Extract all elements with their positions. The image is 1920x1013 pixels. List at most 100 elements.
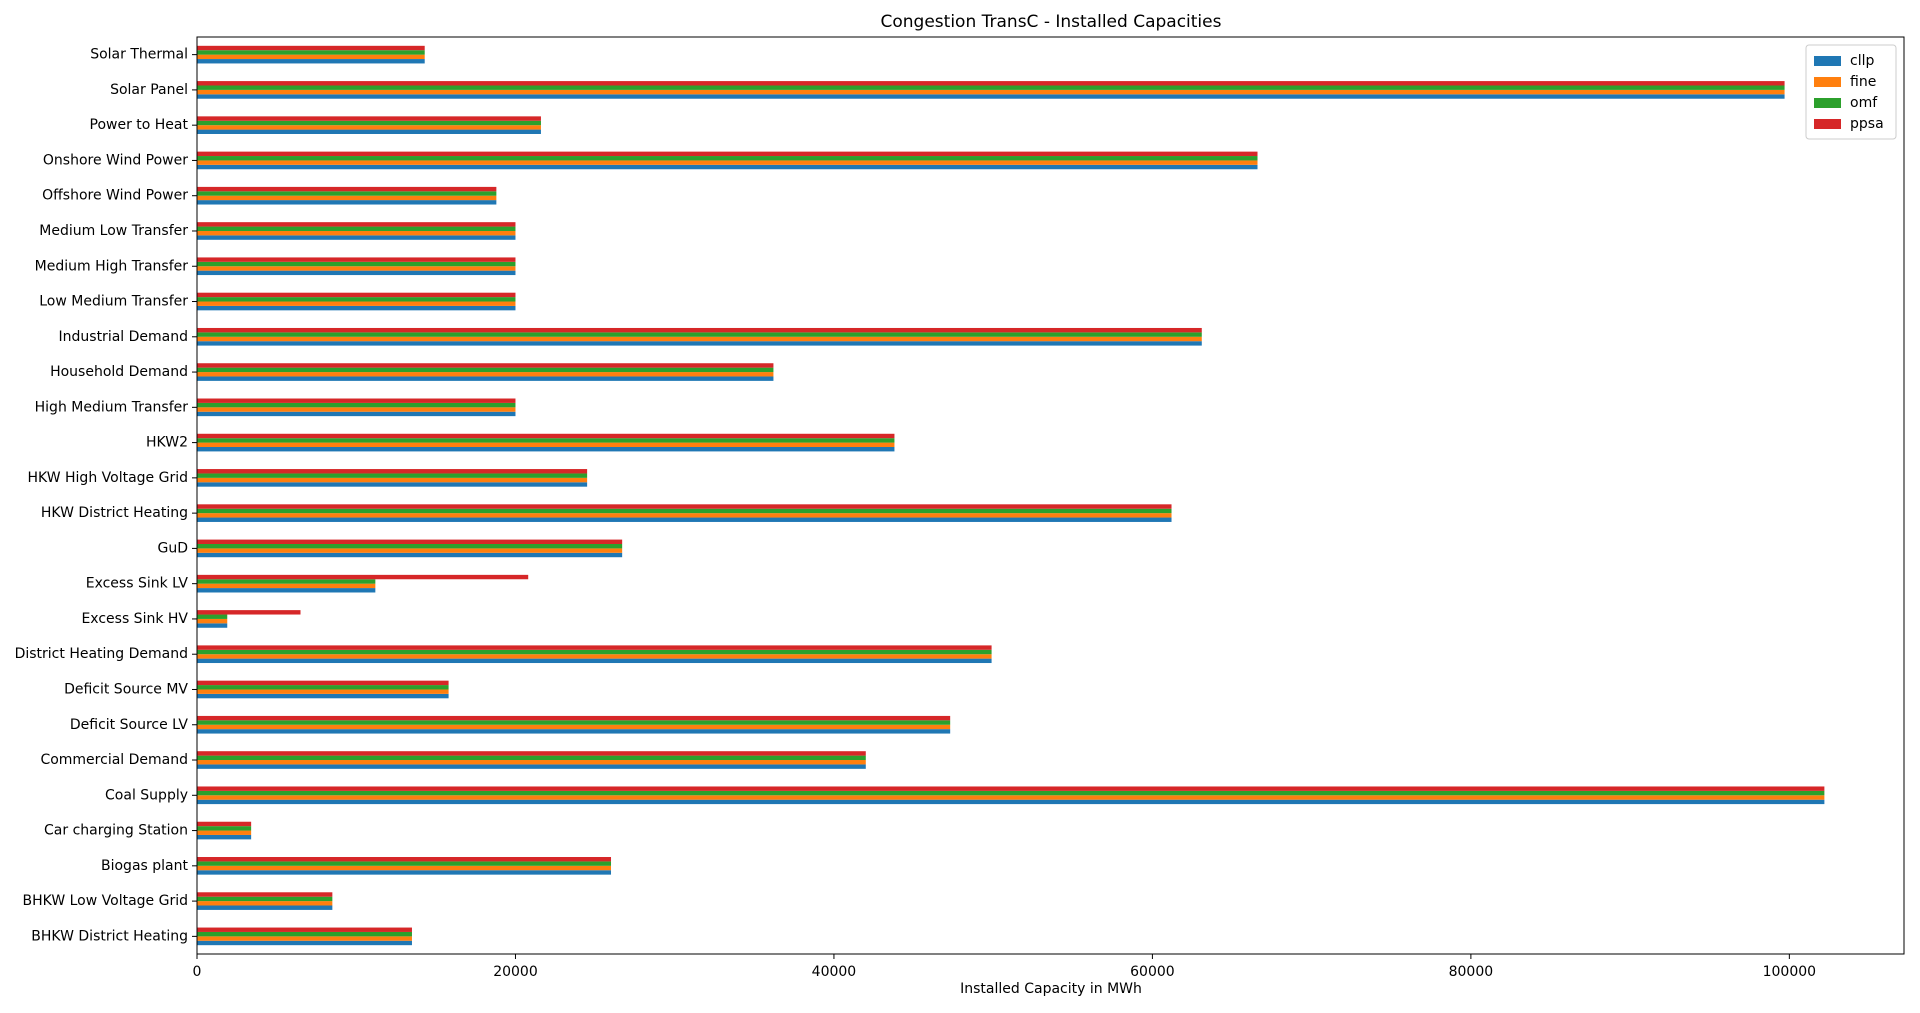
bar <box>197 795 1825 800</box>
bar <box>197 865 612 871</box>
bar <box>197 372 774 377</box>
y-tick-label: BHKW District Heating <box>31 928 188 944</box>
bar <box>197 94 1785 99</box>
bar <box>197 896 333 902</box>
bar <box>197 45 425 51</box>
bar <box>197 151 1258 157</box>
bar <box>197 751 866 756</box>
y-tick-label: Industrial Demand <box>59 329 188 345</box>
bar <box>197 931 412 937</box>
bar <box>197 85 1785 90</box>
chart-title: Congestion TransC - Installed Capacities <box>881 12 1222 32</box>
y-tick-label: Onshore Wind Power <box>43 152 188 168</box>
bar <box>197 579 376 584</box>
bar <box>197 508 1172 514</box>
bar <box>197 469 588 474</box>
bar <box>197 870 612 875</box>
bar <box>197 517 1172 522</box>
bar <box>197 901 333 906</box>
bar <box>197 715 951 721</box>
y-tick-label: Deficit Source MV <box>64 681 188 697</box>
y-tick-label: Low Medium Transfer <box>39 294 188 310</box>
bar <box>197 830 252 835</box>
bar <box>197 905 333 910</box>
bar <box>197 156 1258 161</box>
bar <box>197 799 1825 805</box>
y-tick-label: Offshore Wind Power <box>42 188 188 204</box>
bar <box>197 125 541 130</box>
bar <box>197 160 1258 165</box>
bar <box>197 786 1825 791</box>
bar <box>197 720 951 725</box>
legend-box <box>1805 44 1897 140</box>
bar <box>197 826 252 831</box>
bar <box>197 411 516 417</box>
bar <box>197 407 516 412</box>
legend-swatch <box>1814 98 1841 108</box>
bar <box>197 266 516 271</box>
bar <box>197 685 449 690</box>
bar <box>197 222 516 227</box>
y-tick-label: HKW District Heating <box>41 505 188 521</box>
y-tick-label: Commercial Demand <box>40 752 188 768</box>
bar <box>197 81 1785 86</box>
bar <box>197 693 449 699</box>
bar <box>197 821 252 827</box>
bar <box>197 164 1258 170</box>
bar <box>197 398 516 403</box>
bar <box>197 332 1202 337</box>
y-tick-label: District Heating Demand <box>15 646 188 662</box>
y-tick-label: Medium Low Transfer <box>39 223 188 239</box>
bar <box>197 574 529 580</box>
bar <box>197 654 992 659</box>
legend-label: fine <box>1850 74 1876 90</box>
bar <box>197 760 866 765</box>
bar <box>197 755 866 761</box>
bar <box>197 477 588 483</box>
x-tick-label: 100000 <box>1763 964 1816 980</box>
bar <box>197 543 623 549</box>
bar <box>197 927 412 932</box>
bar <box>197 195 497 201</box>
bar <box>197 433 895 439</box>
bar <box>197 548 623 553</box>
x-tick-label: 0 <box>193 964 202 980</box>
bar <box>197 892 333 897</box>
bar <box>197 376 774 381</box>
y-tick-label: High Medium Transfer <box>35 399 189 415</box>
bar <box>197 658 992 664</box>
bar <box>197 764 866 769</box>
bar <box>197 116 541 121</box>
bar <box>197 226 516 231</box>
y-tick-label: Solar Panel <box>110 82 188 98</box>
legend-swatch <box>1814 77 1841 87</box>
y-tick-label: Solar Thermal <box>90 47 188 63</box>
bar <box>197 790 1825 796</box>
bar <box>197 610 301 615</box>
y-tick-label: Power to Heat <box>90 117 189 133</box>
y-tick-label: HKW High Voltage Grid <box>28 470 188 486</box>
bar <box>197 327 1202 333</box>
bar <box>197 235 516 240</box>
bar <box>197 301 516 306</box>
bar <box>197 270 516 276</box>
bar <box>197 936 412 941</box>
bar <box>197 680 449 686</box>
y-tick-label: Household Demand <box>50 364 188 380</box>
legend-label: cllp <box>1850 53 1874 69</box>
y-tick-label: Medium High Transfer <box>35 258 189 274</box>
bar <box>197 614 228 619</box>
bar <box>197 729 951 734</box>
x-tick-label: 60000 <box>1130 964 1175 980</box>
y-tick-label: Excess Sink LV <box>86 576 189 592</box>
y-tick-label: Deficit Source LV <box>70 717 189 733</box>
x-tick-label: 80000 <box>1449 964 1494 980</box>
bar <box>197 623 228 628</box>
y-tick-label: HKW2 <box>146 435 188 451</box>
bar <box>197 305 516 311</box>
bar <box>197 447 895 452</box>
y-tick-label: Car charging Station <box>44 823 188 839</box>
bar <box>197 618 228 624</box>
bar <box>197 504 1172 509</box>
